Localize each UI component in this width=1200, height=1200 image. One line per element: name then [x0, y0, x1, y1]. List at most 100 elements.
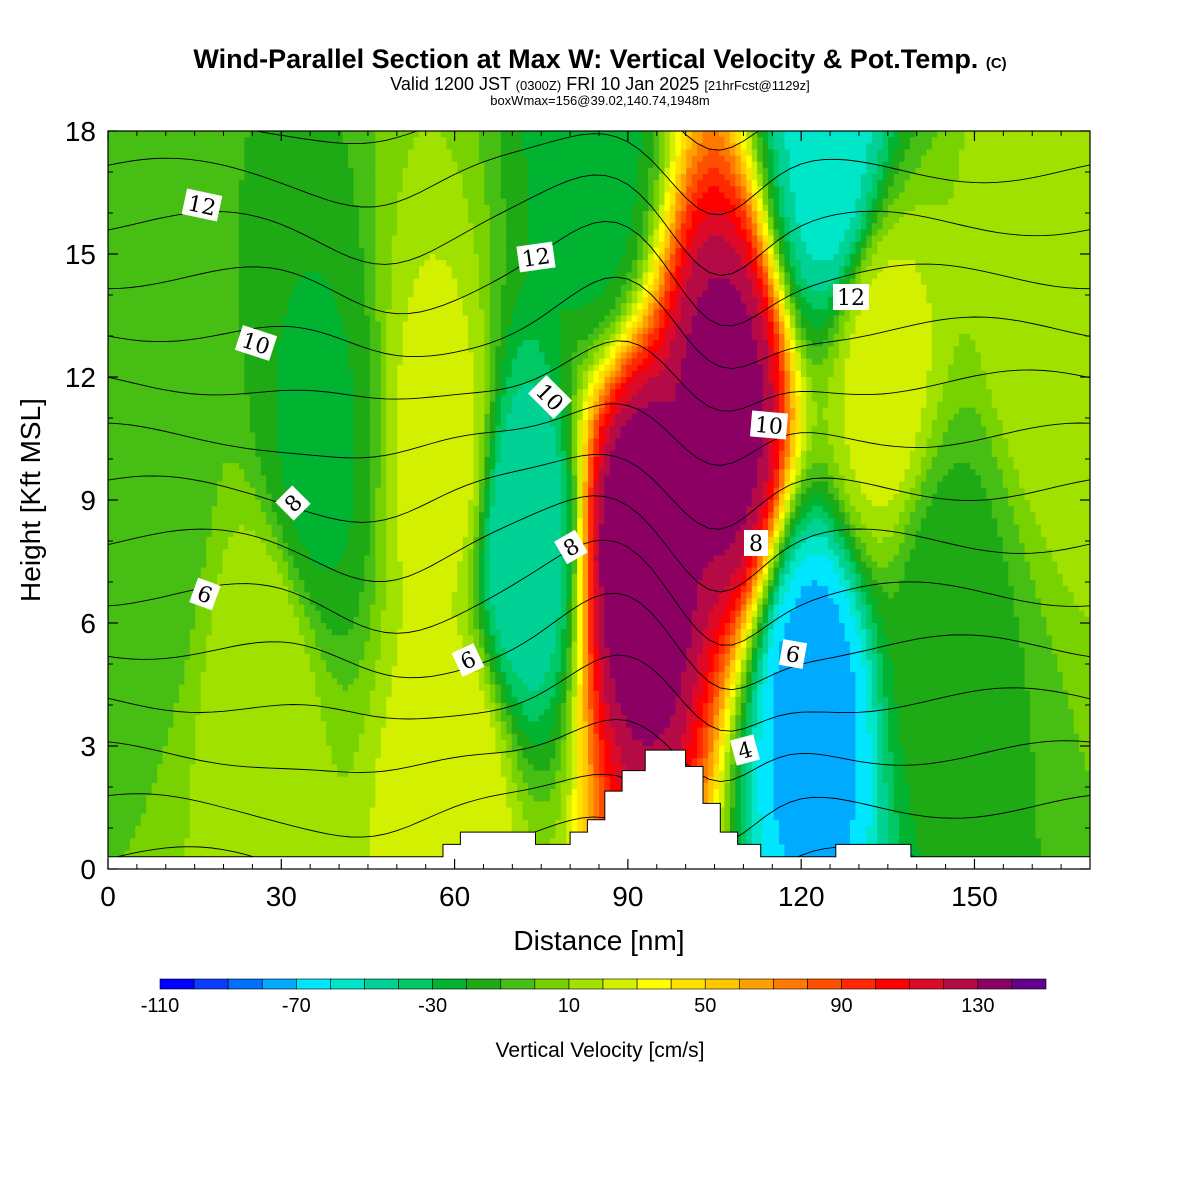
field-cell [315, 463, 322, 470]
field-cell [255, 721, 262, 729]
field-cell [293, 278, 300, 286]
field-cell [309, 389, 316, 397]
field-cell [320, 592, 327, 599]
field-cell [151, 598, 158, 606]
field-cell [162, 807, 169, 815]
field-cell [124, 192, 131, 200]
field-cell [178, 266, 185, 274]
field-cell [217, 487, 224, 495]
field-cell [162, 413, 169, 421]
field-cell [195, 395, 202, 403]
field-cell [222, 500, 229, 507]
field-cell [195, 733, 202, 741]
field-cell [184, 481, 191, 489]
field-cell [309, 149, 316, 157]
field-cell [206, 456, 213, 464]
field-cell [304, 401, 311, 409]
field-cell [320, 469, 327, 476]
field-cell [309, 438, 316, 446]
field-cell [266, 303, 273, 310]
field-cell [298, 137, 305, 144]
field-cell [320, 167, 327, 175]
field-cell [157, 463, 164, 470]
field-cell [309, 518, 316, 526]
field-cell [228, 303, 235, 310]
field-cell [320, 635, 327, 643]
field-cell [217, 832, 224, 839]
field-cell [157, 352, 164, 360]
field-cell [108, 616, 115, 624]
field-cell [195, 370, 202, 378]
field-cell [129, 715, 136, 722]
field-cell [331, 364, 338, 372]
field-cell [244, 481, 251, 489]
field-cell [331, 161, 338, 169]
field-cell [211, 426, 218, 433]
field-cell [162, 370, 169, 378]
field-cell [277, 838, 284, 845]
field-cell [320, 666, 327, 673]
field-cell [157, 333, 164, 341]
field-cell [320, 284, 327, 292]
field-cell [135, 137, 142, 144]
field-cell [113, 770, 120, 778]
field-cell [255, 155, 262, 163]
field-cell [271, 137, 278, 144]
field-cell [222, 807, 229, 815]
field-cell [260, 549, 267, 556]
field-cell [293, 192, 300, 200]
field-cell [260, 567, 267, 575]
field-cell [255, 573, 262, 581]
field-cell [304, 413, 311, 421]
field-cell [151, 303, 158, 310]
field-cell [309, 684, 316, 692]
field-cell [271, 198, 278, 206]
field-cell [249, 536, 256, 544]
field-cell [260, 309, 267, 317]
field-cell [168, 137, 175, 144]
field-cell [124, 555, 131, 563]
field-cell [140, 487, 147, 495]
field-cell [129, 377, 136, 384]
field-cell [326, 487, 333, 495]
field-cell [113, 149, 120, 157]
field-cell [277, 746, 284, 753]
field-cell [271, 450, 278, 458]
field-cell [146, 426, 153, 433]
field-cell [233, 235, 240, 243]
field-cell [124, 733, 131, 741]
field-cell [189, 426, 196, 433]
field-cell [249, 739, 256, 747]
field-cell [228, 469, 235, 476]
field-cell [293, 666, 300, 673]
field-cell [206, 463, 213, 470]
field-cell [288, 536, 295, 544]
field-cell [260, 543, 267, 550]
field-cell [255, 407, 262, 415]
field-cell [140, 647, 147, 655]
field-cell [162, 696, 169, 704]
field-cell [277, 647, 284, 655]
field-cell [146, 573, 153, 581]
field-cell [195, 155, 202, 163]
field-cell [217, 549, 224, 556]
field-cell [298, 567, 305, 575]
field-cell [217, 413, 224, 421]
field-cell [255, 303, 262, 310]
field-cell [189, 832, 196, 839]
field-cell [238, 315, 245, 323]
field-cell [151, 696, 158, 704]
field-cell [124, 327, 131, 335]
field-cell [233, 702, 240, 710]
field-cell [146, 198, 153, 206]
field-cell [326, 543, 333, 550]
field-cell [206, 801, 213, 809]
field-cell [266, 327, 273, 335]
field-cell [309, 666, 316, 673]
field-cell [266, 678, 273, 686]
field-cell [124, 586, 131, 593]
field-cell [108, 327, 115, 335]
field-cell [135, 481, 142, 489]
field-cell [195, 795, 202, 802]
field-cell [309, 801, 316, 809]
